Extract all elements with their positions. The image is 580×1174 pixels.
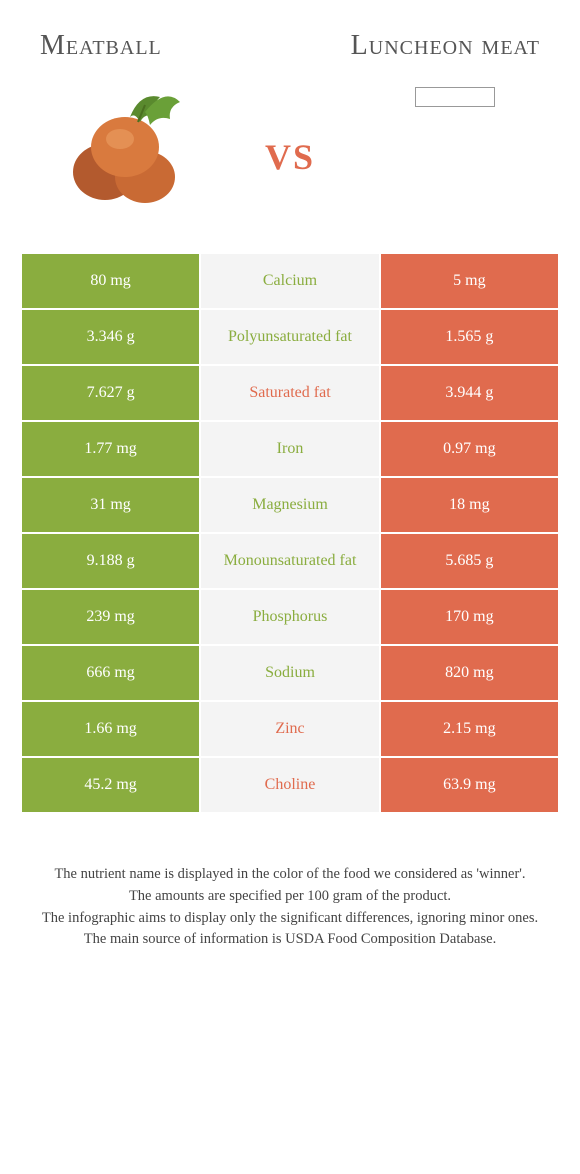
table-row: 666 mgSodium820 mg bbox=[21, 645, 559, 701]
nutrient-label: Monounsaturated fat bbox=[200, 533, 380, 589]
right-value: 3.944 g bbox=[380, 365, 559, 421]
right-image-placeholder bbox=[415, 87, 495, 107]
table-row: 1.77 mgIron0.97 mg bbox=[21, 421, 559, 477]
left-value: 45.2 mg bbox=[21, 757, 200, 813]
images-row: vs bbox=[0, 72, 580, 252]
table-row: 80 mgCalcium5 mg bbox=[21, 253, 559, 309]
left-food-image bbox=[50, 77, 200, 227]
left-value: 1.66 mg bbox=[21, 701, 200, 757]
left-value: 3.346 g bbox=[21, 309, 200, 365]
header: Meatball Luncheon meat bbox=[0, 0, 580, 72]
left-value: 7.627 g bbox=[21, 365, 200, 421]
left-value: 666 mg bbox=[21, 645, 200, 701]
right-value: 820 mg bbox=[380, 645, 559, 701]
right-value: 170 mg bbox=[380, 589, 559, 645]
right-food-image bbox=[380, 77, 530, 227]
footer-line: The nutrient name is displayed in the co… bbox=[30, 864, 550, 886]
nutrient-label: Iron bbox=[200, 421, 380, 477]
left-value: 239 mg bbox=[21, 589, 200, 645]
right-value: 1.565 g bbox=[380, 309, 559, 365]
footer-line: The amounts are specified per 100 gram o… bbox=[30, 886, 550, 908]
vs-label: vs bbox=[265, 123, 315, 182]
table-row: 239 mgPhosphorus170 mg bbox=[21, 589, 559, 645]
nutrient-label: Sodium bbox=[200, 645, 380, 701]
right-value: 5.685 g bbox=[380, 533, 559, 589]
nutrient-label: Calcium bbox=[200, 253, 380, 309]
table-row: 45.2 mgCholine63.9 mg bbox=[21, 757, 559, 813]
nutrient-label: Zinc bbox=[200, 701, 380, 757]
nutrient-label: Magnesium bbox=[200, 477, 380, 533]
left-value: 1.77 mg bbox=[21, 421, 200, 477]
left-value: 9.188 g bbox=[21, 533, 200, 589]
left-value: 80 mg bbox=[21, 253, 200, 309]
comparison-table: 80 mgCalcium5 mg3.346 gPolyunsaturated f… bbox=[20, 252, 560, 814]
nutrient-label: Phosphorus bbox=[200, 589, 380, 645]
footer-notes: The nutrient name is displayed in the co… bbox=[0, 814, 580, 951]
footer-line: The infographic aims to display only the… bbox=[30, 908, 550, 930]
right-value: 2.15 mg bbox=[380, 701, 559, 757]
table-row: 31 mgMagnesium18 mg bbox=[21, 477, 559, 533]
table-row: 9.188 gMonounsaturated fat5.685 g bbox=[21, 533, 559, 589]
nutrient-label: Polyunsaturated fat bbox=[200, 309, 380, 365]
table-row: 7.627 gSaturated fat3.944 g bbox=[21, 365, 559, 421]
nutrient-label: Choline bbox=[200, 757, 380, 813]
footer-line: The main source of information is USDA F… bbox=[30, 929, 550, 951]
left-value: 31 mg bbox=[21, 477, 200, 533]
right-value: 18 mg bbox=[380, 477, 559, 533]
table-row: 3.346 gPolyunsaturated fat1.565 g bbox=[21, 309, 559, 365]
nutrient-label: Saturated fat bbox=[200, 365, 380, 421]
left-food-title: Meatball bbox=[40, 30, 290, 62]
table-row: 1.66 mgZinc2.15 mg bbox=[21, 701, 559, 757]
right-value: 5 mg bbox=[380, 253, 559, 309]
right-value: 0.97 mg bbox=[380, 421, 559, 477]
right-value: 63.9 mg bbox=[380, 757, 559, 813]
right-food-title: Luncheon meat bbox=[290, 31, 540, 62]
